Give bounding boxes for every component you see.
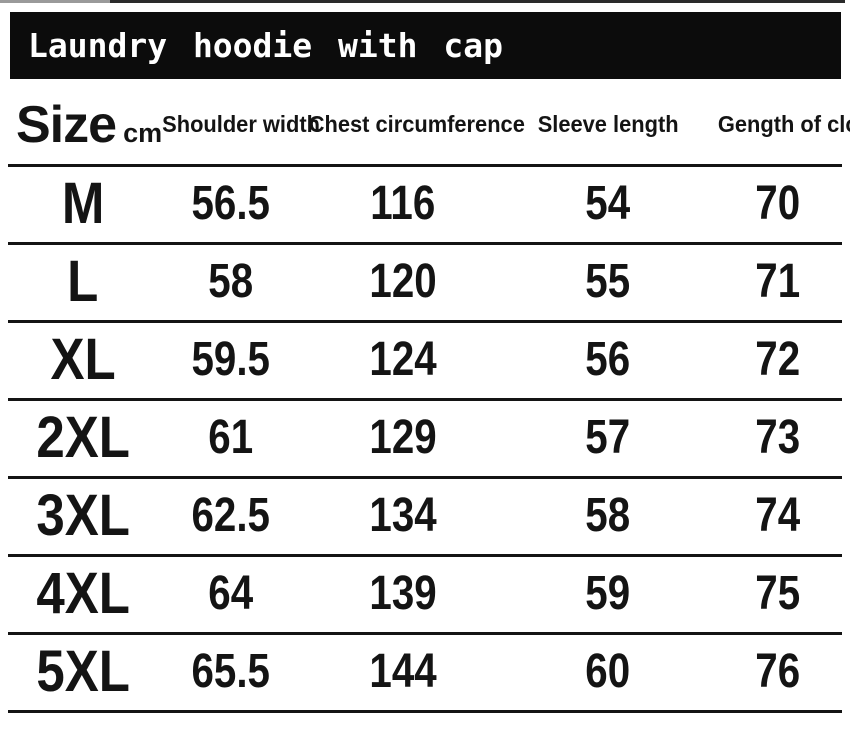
sleeve-length-cell: 55 xyxy=(585,255,631,308)
shoulder-width-cell: 56.5 xyxy=(191,177,270,230)
chest-circumference-cell: 129 xyxy=(369,411,437,464)
column-header-length-of-clothes: Gength of clothes xyxy=(717,111,850,138)
chest-circumference-cell: 116 xyxy=(370,177,436,230)
size-cell: 5XL xyxy=(36,639,130,704)
column-header-chest-circumference: Chest circumference xyxy=(308,111,525,138)
column-header-sleeve-length: Sleeve length xyxy=(537,111,679,138)
shoulder-width-cell: 64 xyxy=(208,567,253,620)
table-row-xl: XL 59.5 124 56 72 xyxy=(8,321,842,399)
size-header-label: Size xyxy=(16,95,117,154)
chest-circumference-cell: 120 xyxy=(369,255,437,308)
chest-circumference-cell: 144 xyxy=(369,645,437,698)
size-cell: 4XL xyxy=(36,561,130,626)
sleeve-length-cell: 57 xyxy=(585,411,631,464)
shoulder-width-cell: 62.5 xyxy=(191,489,270,542)
size-cell: 3XL xyxy=(36,483,130,548)
table-row-m: M 56.5 116 54 70 xyxy=(8,165,842,243)
product-title: Laundry hoodie with cap xyxy=(28,26,503,65)
title-bar: Laundry hoodie with cap xyxy=(10,12,841,79)
size-cell: 2XL xyxy=(36,405,130,470)
sleeve-length-cell: 54 xyxy=(585,177,631,230)
table-row-3xl: 3XL 62.5 134 58 74 xyxy=(8,477,842,555)
chest-circumference-cell: 124 xyxy=(369,333,437,386)
sleeve-length-cell: 60 xyxy=(585,645,631,698)
shoulder-width-cell: 58 xyxy=(208,255,253,308)
unit-label: cm xyxy=(123,117,163,148)
table-row-4xl: 4XL 64 139 59 75 xyxy=(8,555,842,633)
shoulder-width-cell: 61 xyxy=(208,411,253,464)
sleeve-length-cell: 56 xyxy=(585,333,631,386)
chest-circumference-cell: 134 xyxy=(369,489,437,542)
sleeve-length-cell: 59 xyxy=(585,567,631,620)
chest-circumference-cell: 139 xyxy=(369,567,437,620)
table-row-l: L 58 120 55 71 xyxy=(8,243,842,321)
sleeve-length-cell: 58 xyxy=(585,489,631,542)
size-cell: M xyxy=(61,171,105,236)
top-crop-strip xyxy=(0,0,845,3)
size-cell: XL xyxy=(50,327,116,392)
shoulder-width-cell: 65.5 xyxy=(191,645,270,698)
length-of-clothes-cell: 76 xyxy=(755,645,800,698)
length-of-clothes-cell: 71 xyxy=(755,255,800,308)
size-column-header: Size cm xyxy=(8,86,162,165)
table-row-5xl: 5XL 65.5 144 60 76 xyxy=(8,633,842,711)
size-cell: L xyxy=(67,249,99,314)
table-row-2xl: 2XL 61 129 57 73 xyxy=(8,399,842,477)
size-chart-table: Size cm Shoulder width Chest circumferenc… xyxy=(8,86,850,713)
column-header-shoulder-width: Shoulder width xyxy=(162,111,320,138)
shoulder-width-cell: 59.5 xyxy=(191,333,270,386)
length-of-clothes-cell: 74 xyxy=(755,489,800,542)
header-row: Size cm Shoulder width Chest circumferenc… xyxy=(8,86,850,165)
length-of-clothes-cell: 72 xyxy=(755,333,800,386)
length-of-clothes-cell: 73 xyxy=(755,411,800,464)
length-of-clothes-cell: 70 xyxy=(755,177,800,230)
length-of-clothes-cell: 75 xyxy=(755,567,800,620)
